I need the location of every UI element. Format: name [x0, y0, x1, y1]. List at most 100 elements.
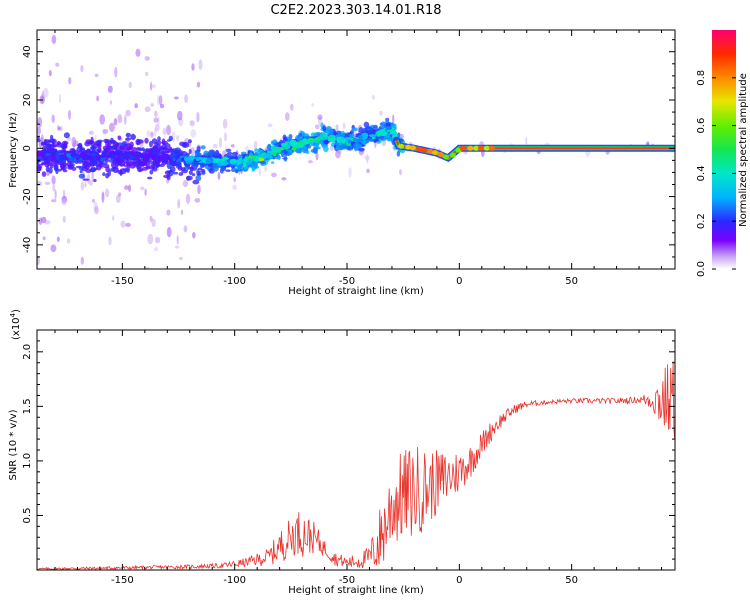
spectrogram-speckle [166, 124, 171, 136]
spectrogram-speckle [335, 124, 339, 132]
spectrogram-blob [177, 166, 183, 171]
spectrogram-speckle [253, 140, 258, 150]
spectrogram-blob [226, 151, 233, 156]
spectrogram-blob [135, 159, 142, 164]
spectrogram-ridge-blob [291, 146, 297, 151]
snr-xtick-label: -150 [111, 575, 134, 586]
spectrogram-ridge-blob [385, 126, 393, 131]
snr-axes: -150 -100 -50 0 50 0.5 1.0 1.5 2.0 [22, 330, 675, 586]
colorbar-ticks: 0.0 0.2 0.4 0.6 0.8 [696, 70, 736, 277]
spectrogram-speckle [194, 10, 200, 19]
spectrogram-blob [312, 147, 318, 154]
spectrogram-tone-blob [483, 145, 490, 151]
spectrogram-speckle [125, 222, 131, 227]
spectrogram-speckle [68, 109, 71, 120]
spectrogram-blob [188, 148, 192, 154]
spectrogram-ridge-blob [195, 157, 200, 161]
spectrogram-tone-blob [405, 144, 412, 150]
spectrogram-blob [105, 141, 109, 147]
spectrogram-speckle [57, 126, 62, 131]
snr-xtick-label: -50 [339, 575, 355, 586]
spectrogram-blob [118, 171, 124, 175]
spectrogram-blob [267, 143, 272, 151]
spectrogram-ridge-blob [55, 151, 59, 156]
spectrogram-ridge-blob [154, 155, 162, 161]
spectrogram-ridge-blob [175, 156, 179, 159]
spectrogram-blob [77, 142, 83, 149]
spectrogram-blob [105, 166, 110, 173]
spectrogram-blob [218, 153, 222, 158]
spectrogram-speckle [232, 184, 238, 190]
spectrogram-ridge-blob [380, 129, 385, 132]
spectrogram-blob [358, 147, 365, 152]
spectrogram-speckle [37, 126, 41, 135]
spectrogram-speckle [102, 128, 109, 134]
spectrogram-ridge-blob [322, 134, 328, 138]
spectrogram-blob [129, 141, 134, 148]
spectrogram-ridge-blob [222, 156, 229, 160]
spectrogram-blob [349, 133, 354, 138]
spectrogram-speckle [314, 124, 320, 130]
spectrogram-speckle [51, 114, 55, 123]
spectrogram-speckle [42, 236, 46, 241]
spectrogram-blob [188, 139, 192, 144]
spectrogram-blob [59, 162, 66, 169]
spectrogram-blob [37, 157, 42, 163]
spectrogram-speckle [233, 176, 236, 183]
colorbar-gradient [712, 30, 736, 269]
spectrogram-ridge-blob [108, 154, 115, 159]
spectrogram-ridge-blob [352, 137, 358, 142]
spectrogram-ytick-label: -20 [22, 188, 33, 204]
figure-title: C2E2.2023.303.14.01.R18 [270, 3, 441, 18]
spectrogram-speckle [154, 123, 160, 132]
spectrogram-blob [79, 170, 83, 174]
spectrogram-ridge-blob [284, 145, 290, 149]
spectrogram-blob [178, 172, 184, 176]
spectrogram-blob [374, 126, 378, 131]
snr-xlabel: Height of straight line (km) [288, 585, 424, 596]
spectrogram-speckle [194, 198, 201, 203]
spectrogram-blob [225, 169, 231, 172]
spectrogram-blob [79, 148, 86, 152]
snr-series-line [37, 361, 675, 570]
spectrogram-tone-blob [398, 143, 404, 149]
spectrogram-blob [313, 132, 318, 137]
spectrogram-ridge-blob [273, 151, 277, 157]
spectrogram-blob [247, 164, 252, 168]
spectrogram-blob [235, 169, 239, 174]
spectrogram-ridge-blob [101, 153, 107, 158]
spectrogram-blob [385, 117, 390, 122]
spectrogram-tone-blob [427, 148, 434, 154]
spectrogram-blob [40, 158, 45, 162]
spectrogram-speckle [96, 95, 99, 102]
spectrogram-speckle [94, 206, 99, 215]
spectrogram-blob [92, 159, 98, 166]
spectrogram-blob [48, 167, 53, 174]
spectrogram-speckle [37, 117, 43, 128]
spectrogram-speckle [44, 181, 51, 185]
spectrogram-ridge-blob [100, 157, 106, 163]
spectrogram-ridge-blob [358, 135, 363, 140]
spectrogram-axes: -150 -100 -50 0 50 -40 -20 0 20 40 [22, 30, 675, 287]
spectrogram-blob [189, 166, 194, 172]
spectrogram-blob [71, 149, 75, 153]
spectrogram-speckle [185, 193, 191, 204]
spectrogram-ridge-blob [68, 156, 75, 162]
spectrogram-speckle [84, 182, 87, 188]
spectrogram-ridge-blob [44, 153, 52, 157]
spectrogram-tone-blob [459, 145, 466, 151]
spectrogram-ridge-blob [315, 136, 321, 142]
spectrogram-speckle [157, 94, 160, 106]
spectrogram-blob [119, 163, 126, 167]
spectrogram-blob [154, 145, 158, 149]
spectrogram-speckle [80, 181, 85, 191]
spectrogram-speckle [223, 132, 228, 142]
spectrogram-ridge-blob [262, 153, 271, 158]
spectrogram-speckle [48, 69, 52, 77]
spectrogram-blob [355, 143, 362, 149]
spectrogram-blob [154, 164, 161, 168]
spectrogram-ridge-blob [133, 151, 139, 155]
spectrogram-blob [182, 141, 190, 148]
spectrogram-blob [213, 162, 219, 167]
spectrogram-blob [200, 145, 206, 150]
